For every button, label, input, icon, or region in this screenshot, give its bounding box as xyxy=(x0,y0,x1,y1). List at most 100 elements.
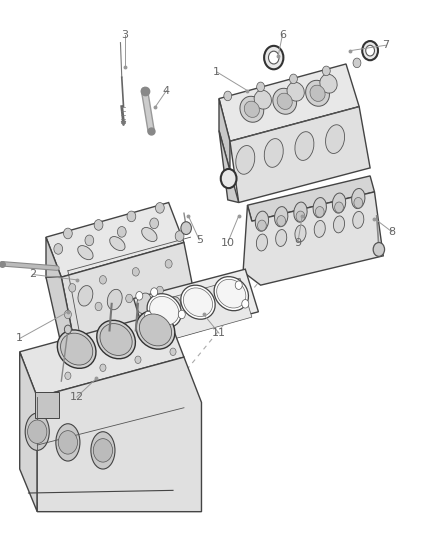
Circle shape xyxy=(354,198,363,208)
Ellipse shape xyxy=(217,279,246,308)
Ellipse shape xyxy=(166,297,181,317)
Circle shape xyxy=(100,364,106,372)
Ellipse shape xyxy=(184,288,212,317)
Ellipse shape xyxy=(352,189,365,208)
Ellipse shape xyxy=(276,230,287,246)
Text: 9: 9 xyxy=(294,238,301,247)
Text: 10: 10 xyxy=(221,238,235,247)
Ellipse shape xyxy=(78,246,93,260)
Polygon shape xyxy=(46,277,79,365)
Circle shape xyxy=(362,41,378,60)
Text: 5: 5 xyxy=(196,235,203,245)
Polygon shape xyxy=(219,99,230,171)
Circle shape xyxy=(64,228,72,239)
Circle shape xyxy=(353,58,361,68)
Ellipse shape xyxy=(264,139,283,167)
Ellipse shape xyxy=(254,90,272,109)
Ellipse shape xyxy=(147,294,181,328)
Circle shape xyxy=(156,286,163,295)
Circle shape xyxy=(322,66,330,76)
Ellipse shape xyxy=(107,289,122,310)
Polygon shape xyxy=(247,176,374,221)
Ellipse shape xyxy=(97,320,135,359)
Text: 11: 11 xyxy=(212,328,226,338)
Ellipse shape xyxy=(310,85,325,101)
Ellipse shape xyxy=(57,330,96,368)
Circle shape xyxy=(85,235,94,246)
Text: 2: 2 xyxy=(29,270,36,279)
Polygon shape xyxy=(46,237,61,317)
Ellipse shape xyxy=(110,237,125,251)
Ellipse shape xyxy=(295,132,314,160)
Ellipse shape xyxy=(244,101,259,117)
Polygon shape xyxy=(230,107,370,203)
Ellipse shape xyxy=(313,198,326,217)
Ellipse shape xyxy=(287,82,304,101)
Polygon shape xyxy=(139,278,252,345)
Circle shape xyxy=(93,439,113,462)
Circle shape xyxy=(127,211,136,222)
Circle shape xyxy=(151,288,158,296)
Text: 4: 4 xyxy=(163,86,170,95)
Text: 12: 12 xyxy=(70,392,84,402)
Circle shape xyxy=(181,222,191,235)
Ellipse shape xyxy=(240,96,264,122)
Ellipse shape xyxy=(60,333,93,365)
Circle shape xyxy=(268,51,279,64)
Ellipse shape xyxy=(320,74,337,93)
Ellipse shape xyxy=(273,88,297,114)
Circle shape xyxy=(136,292,143,300)
Circle shape xyxy=(315,207,324,217)
Circle shape xyxy=(366,45,374,56)
Circle shape xyxy=(277,216,286,227)
Polygon shape xyxy=(20,352,37,512)
Circle shape xyxy=(170,348,176,356)
Circle shape xyxy=(178,310,185,319)
Circle shape xyxy=(258,220,266,231)
Circle shape xyxy=(58,431,78,454)
Ellipse shape xyxy=(214,277,248,311)
Polygon shape xyxy=(46,203,184,277)
Ellipse shape xyxy=(56,424,80,461)
Polygon shape xyxy=(219,64,359,141)
Text: 3: 3 xyxy=(121,30,128,39)
Ellipse shape xyxy=(255,211,268,231)
Ellipse shape xyxy=(91,432,115,469)
Ellipse shape xyxy=(277,93,292,109)
Circle shape xyxy=(65,372,71,379)
Ellipse shape xyxy=(137,293,152,313)
Circle shape xyxy=(264,46,283,69)
Text: 1: 1 xyxy=(16,334,23,343)
Circle shape xyxy=(94,220,103,230)
Ellipse shape xyxy=(256,234,268,251)
Circle shape xyxy=(242,300,249,308)
Circle shape xyxy=(221,169,237,188)
Ellipse shape xyxy=(139,314,172,346)
Circle shape xyxy=(145,311,152,320)
Ellipse shape xyxy=(333,216,345,233)
Ellipse shape xyxy=(100,324,132,356)
Circle shape xyxy=(235,281,242,289)
Circle shape xyxy=(126,294,133,303)
Circle shape xyxy=(373,243,385,256)
Circle shape xyxy=(335,202,343,213)
Ellipse shape xyxy=(325,125,345,154)
Ellipse shape xyxy=(181,285,215,319)
Circle shape xyxy=(150,218,159,229)
Ellipse shape xyxy=(78,286,93,306)
Ellipse shape xyxy=(275,207,288,227)
Ellipse shape xyxy=(306,80,329,106)
Ellipse shape xyxy=(314,221,325,237)
Ellipse shape xyxy=(141,228,157,241)
Circle shape xyxy=(95,302,102,311)
Circle shape xyxy=(64,325,71,334)
Ellipse shape xyxy=(150,296,179,325)
Circle shape xyxy=(117,227,126,237)
Circle shape xyxy=(296,211,305,222)
Circle shape xyxy=(64,310,71,319)
Ellipse shape xyxy=(332,193,346,213)
Text: 6: 6 xyxy=(279,30,286,39)
Ellipse shape xyxy=(25,413,49,450)
Polygon shape xyxy=(37,357,201,512)
Polygon shape xyxy=(35,392,59,418)
